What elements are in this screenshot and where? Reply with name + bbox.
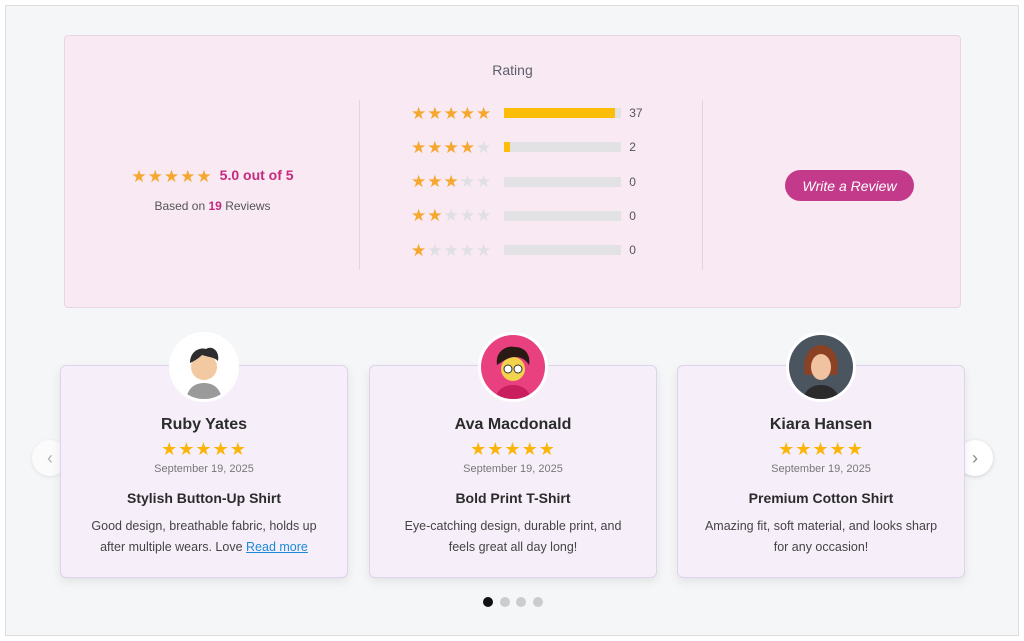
star-icon: ★: [427, 137, 443, 157]
divider: [359, 100, 360, 270]
review-text: Eye-catching design, durable print, and …: [404, 519, 622, 554]
star-icon: ★: [443, 172, 459, 192]
rating-row-4: ★ ★ ★ ★ ★ 2: [411, 138, 636, 156]
review-date: September 19, 2025: [154, 463, 254, 475]
rating-bar: [504, 245, 622, 256]
star-icon: ★: [476, 103, 492, 123]
rating-count: 0: [629, 243, 636, 258]
star-icon: ★: [476, 137, 492, 157]
reviewer-name: Ruby Yates: [161, 416, 247, 433]
review-date: September 19, 2025: [463, 463, 563, 475]
rating-bar-fill: [504, 108, 616, 118]
star-icon: ★: [459, 103, 475, 123]
star-icon: ★: [427, 103, 443, 123]
rating-count: 0: [629, 174, 636, 189]
review-date: September 19, 2025: [771, 463, 871, 475]
carousel-dot[interactable]: [516, 597, 526, 607]
rating-bar: [504, 210, 622, 221]
star-icon: ★: [443, 206, 459, 226]
rating-count: 2: [629, 140, 636, 155]
review-product: Stylish Button-Up Shirt: [127, 490, 281, 506]
rating-title: Rating: [492, 62, 533, 78]
rating-count: 0: [629, 208, 636, 223]
star-icon: ★: [459, 206, 475, 226]
star-icon: ★: [443, 103, 459, 123]
reviewer-name: Ava Macdonald: [454, 416, 572, 433]
carousel-dot-active[interactable]: [483, 597, 493, 607]
star-icon: ★: [459, 172, 475, 192]
star-icon: ★: [427, 206, 443, 226]
review-product: Bold Print T-Shirt: [455, 490, 571, 506]
divider: [702, 100, 703, 270]
row-stars: ★ ★ ★ ★ ★: [411, 242, 491, 259]
row-stars: ★ ★ ★ ★ ★: [411, 207, 491, 224]
star-icon: ★: [411, 103, 427, 123]
row-stars: ★ ★ ★ ★ ★: [411, 105, 491, 122]
star-icon: ★: [443, 137, 459, 157]
write-review-button[interactable]: Write a Review: [785, 170, 914, 201]
review-product: Premium Cotton Shirt: [748, 490, 894, 506]
reviewer-avatar: [478, 332, 548, 402]
star-icon: ★: [427, 240, 443, 260]
rating-row-5: ★ ★ ★ ★ ★ 37: [411, 104, 643, 122]
reviewer-avatar: [786, 332, 856, 402]
based-on-text: Based on 19 Reviews: [154, 199, 271, 213]
row-stars: ★ ★ ★ ★ ★: [411, 173, 491, 190]
reviewer-name: Kiara Hansen: [769, 416, 873, 433]
rating-summary: ★ ★ ★ ★ ★ 5.0 out of 5 Based on 19 Reviews: [65, 167, 360, 213]
average-stars: ★ ★ ★ ★ ★: [131, 167, 212, 186]
star-icon: ★: [476, 172, 492, 192]
review-stars: ★★★★★: [778, 439, 864, 459]
star-icon: ★: [411, 240, 427, 260]
rating-panel: Rating ★ ★ ★ ★ ★ 5.0 out of 5 Based on 19 Rev…: [64, 35, 961, 308]
star-icon: ★: [476, 240, 492, 260]
star-icon: ★: [443, 240, 459, 260]
rating-count: 37: [629, 106, 643, 120]
star-icon: ★: [411, 137, 427, 157]
carousel-dot[interactable]: [500, 597, 510, 607]
star-icon: ★: [427, 172, 443, 192]
row-stars: ★ ★ ★ ★ ★: [411, 139, 491, 156]
average-rating: 5.0 out of 5: [219, 167, 294, 183]
carousel-dot[interactable]: [533, 597, 543, 607]
star-icon: ★: [459, 137, 475, 157]
rating-bar: [504, 108, 622, 118]
star-icon: ★: [476, 206, 492, 226]
rating-bar: [504, 142, 622, 153]
review-stars: ★★★★★: [161, 439, 247, 459]
rating-bar: [504, 176, 622, 187]
review-text: Amazing fit, soft material, and looks sh…: [704, 519, 938, 554]
review-stars: ★★★★★: [470, 439, 556, 459]
rating-row-3: ★ ★ ★ ★ ★ 0: [411, 173, 636, 191]
reviewer-avatar: [169, 332, 239, 402]
rating-row-2: ★ ★ ★ ★ ★ 0: [411, 207, 636, 225]
star-icon: ★: [459, 240, 475, 260]
rating-row-1: ★ ★ ★ ★ ★ 0: [411, 241, 636, 259]
star-icon: ★: [411, 206, 427, 226]
read-more-link[interactable]: Read more: [246, 540, 308, 554]
star-icon: ★: [411, 172, 427, 192]
review-text: Good design, breathable fabric, holds up…: [91, 519, 317, 554]
rating-bar-fill: [504, 142, 511, 153]
